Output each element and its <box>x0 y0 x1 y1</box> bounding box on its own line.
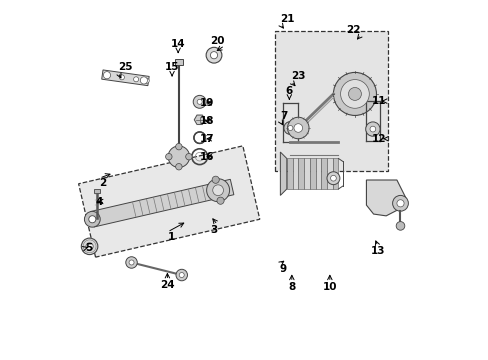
Circle shape <box>89 216 96 223</box>
Text: 3: 3 <box>210 225 217 235</box>
Bar <box>321 158 326 189</box>
Text: 2: 2 <box>99 178 106 188</box>
Circle shape <box>333 72 376 116</box>
Circle shape <box>175 163 182 170</box>
Text: 13: 13 <box>370 246 385 256</box>
Bar <box>298 158 304 189</box>
Text: 23: 23 <box>290 71 305 81</box>
Circle shape <box>185 153 192 160</box>
FancyBboxPatch shape <box>174 59 183 65</box>
Circle shape <box>193 95 206 108</box>
Text: 7: 7 <box>280 111 287 121</box>
Circle shape <box>133 77 138 82</box>
Circle shape <box>293 124 302 132</box>
Circle shape <box>365 122 379 136</box>
Circle shape <box>284 122 296 134</box>
Bar <box>315 158 321 189</box>
Text: 8: 8 <box>287 282 295 292</box>
Bar <box>94 189 100 193</box>
Text: 5: 5 <box>85 243 92 253</box>
Bar <box>292 158 298 189</box>
Circle shape <box>217 197 224 204</box>
Circle shape <box>81 238 98 255</box>
Bar <box>286 158 292 189</box>
Text: 24: 24 <box>160 280 174 291</box>
Text: 16: 16 <box>199 152 214 162</box>
Circle shape <box>395 222 404 230</box>
Text: 18: 18 <box>199 116 214 126</box>
Circle shape <box>287 126 292 131</box>
Circle shape <box>176 269 187 281</box>
Circle shape <box>179 273 184 278</box>
Text: 1: 1 <box>167 232 174 242</box>
Circle shape <box>348 87 361 100</box>
Circle shape <box>212 176 219 183</box>
Bar <box>309 158 315 189</box>
Text: 12: 12 <box>371 134 386 144</box>
Bar <box>304 158 309 189</box>
Circle shape <box>125 257 137 268</box>
Circle shape <box>340 80 368 108</box>
Text: 4: 4 <box>95 197 102 207</box>
Circle shape <box>175 143 182 150</box>
Text: 11: 11 <box>371 96 386 106</box>
Circle shape <box>140 77 147 84</box>
Text: 19: 19 <box>199 98 214 108</box>
Text: 10: 10 <box>322 282 336 292</box>
Text: 25: 25 <box>118 62 133 72</box>
Text: 22: 22 <box>346 25 360 35</box>
Circle shape <box>206 179 229 202</box>
Circle shape <box>206 47 222 63</box>
Bar <box>326 158 332 189</box>
Circle shape <box>287 117 308 139</box>
Circle shape <box>129 260 134 265</box>
Circle shape <box>396 200 403 207</box>
Circle shape <box>197 99 202 104</box>
Text: 17: 17 <box>199 134 214 144</box>
Polygon shape <box>194 115 204 125</box>
Text: 15: 15 <box>164 62 179 72</box>
Bar <box>332 158 338 189</box>
Circle shape <box>326 172 339 185</box>
Text: 20: 20 <box>210 36 224 45</box>
Circle shape <box>84 211 100 227</box>
Circle shape <box>330 175 336 181</box>
Circle shape <box>392 195 407 211</box>
Polygon shape <box>366 180 405 216</box>
Polygon shape <box>90 179 233 227</box>
Circle shape <box>119 75 124 80</box>
Circle shape <box>165 153 172 160</box>
Polygon shape <box>274 31 387 171</box>
Polygon shape <box>280 152 286 195</box>
Text: 21: 21 <box>280 14 294 24</box>
Circle shape <box>369 126 375 132</box>
Circle shape <box>86 243 93 250</box>
Circle shape <box>212 185 223 195</box>
Circle shape <box>210 51 217 59</box>
Circle shape <box>144 78 149 83</box>
Text: 6: 6 <box>285 86 292 96</box>
Circle shape <box>105 73 110 78</box>
Text: 9: 9 <box>279 264 286 274</box>
Circle shape <box>168 146 189 167</box>
Text: 14: 14 <box>170 39 185 49</box>
Polygon shape <box>102 70 149 86</box>
Polygon shape <box>79 146 259 257</box>
Circle shape <box>103 72 110 79</box>
